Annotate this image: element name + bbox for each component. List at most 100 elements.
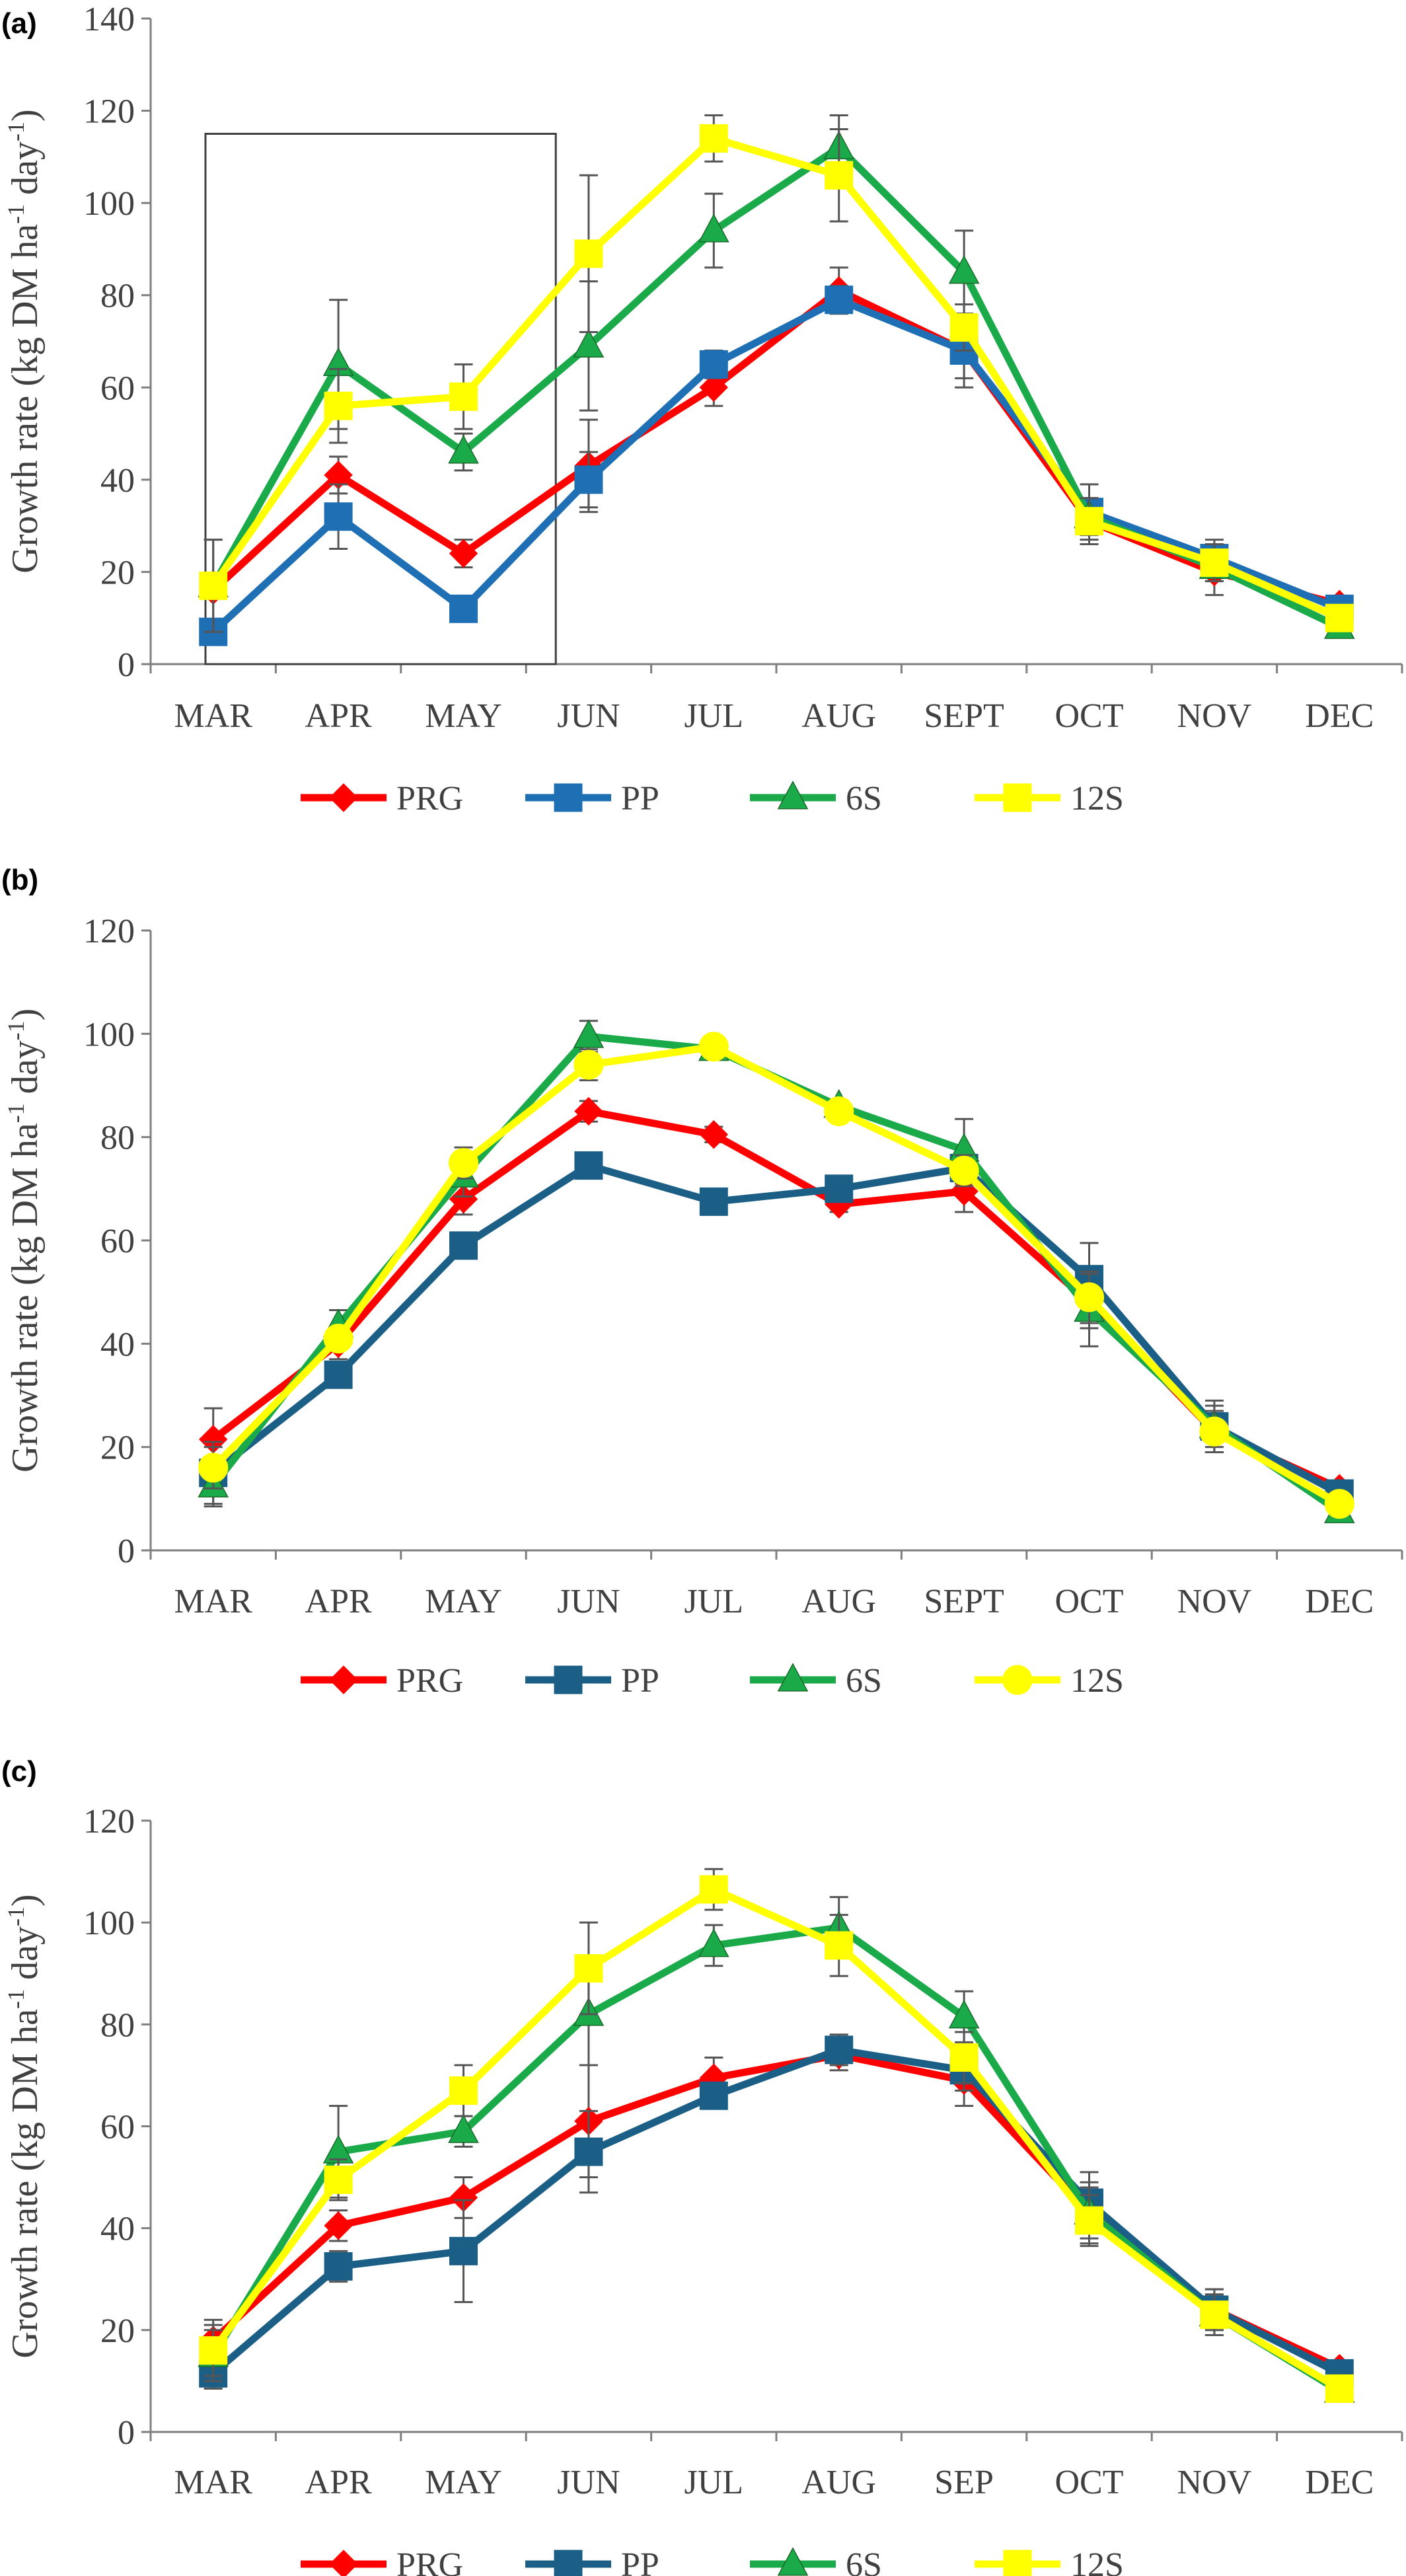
data-point	[449, 2076, 478, 2105]
legend: PRG PP 6S 12S	[301, 780, 1124, 817]
y-axis-label-text: Growth rate (kg DM ha	[5, 224, 46, 574]
data-point	[573, 1019, 605, 1048]
x-tick-label: NOV	[1177, 697, 1252, 735]
data-point	[949, 2043, 979, 2072]
y-axis-label-superscript: -1	[3, 1989, 29, 2009]
data-point	[574, 1049, 604, 1080]
y-axis-label-text: )	[5, 109, 46, 122]
data-point	[949, 1155, 979, 1186]
data-point	[1324, 1489, 1354, 1519]
data-point	[198, 1453, 229, 1483]
x-tick-label: MAY	[425, 697, 502, 735]
chart-panel-b: (b) 0 20 40 60 80 100 120 MAR APR MAY JUN JUL AUG SEPT…	[1, 864, 1403, 1700]
y-axis-label-superscript: -1	[3, 1103, 29, 1123]
data-point	[573, 328, 605, 358]
legend-label: PRG	[396, 2546, 463, 2576]
y-axis-label: Growth rate (kg DM ha-1 day-1)	[3, 1894, 46, 2358]
data-point	[949, 313, 979, 342]
y-tick-label: 0	[118, 2414, 135, 2452]
data-point	[699, 1187, 728, 1216]
y-axis-label-text: Growth rate (kg DM ha	[5, 2009, 46, 2359]
data-point	[948, 255, 980, 284]
y-tick-label: 60	[100, 369, 135, 407]
y-tick-label: 20	[100, 554, 135, 591]
data-point	[1075, 2206, 1103, 2235]
panel-label: (b)	[1, 864, 38, 896]
legend: PRG PP 6S 12S	[301, 2546, 1124, 2576]
series-line	[210, 1885, 1342, 2392]
data-point	[1325, 2374, 1354, 2403]
data-point	[449, 382, 478, 411]
marker-square	[554, 2550, 583, 2576]
series-12s	[198, 1032, 1354, 1519]
data-point	[324, 502, 353, 531]
data-point	[698, 213, 729, 243]
data-point	[324, 391, 353, 420]
series-12s	[199, 114, 1354, 633]
x-tick-label: NOV	[1177, 1583, 1252, 1620]
data-point	[574, 465, 603, 494]
x-tick-label: DEC	[1305, 2464, 1374, 2501]
x-tick-label: OCT	[1055, 1583, 1124, 1620]
x-tick-label: APR	[305, 2464, 372, 2501]
y-tick-label: 120	[83, 913, 135, 950]
series-prg	[198, 1096, 1354, 1503]
series-line	[210, 2051, 1341, 2372]
legend-label: 12S	[1070, 780, 1124, 817]
series-line	[211, 2046, 1341, 2377]
series-line	[211, 1108, 1341, 1492]
x-tick-label: SEPT	[924, 697, 1004, 735]
x-tick-label: DEC	[1305, 1583, 1374, 1620]
y-tick-label: 40	[100, 1326, 135, 1363]
x-tick-label: APR	[305, 1583, 372, 1620]
marker-square	[554, 1665, 583, 1694]
y-axis-label-superscript: -1	[3, 204, 29, 224]
legend-label: 12S	[1070, 2546, 1124, 2576]
legend-label: 6S	[846, 1662, 882, 1700]
data-point	[1075, 507, 1103, 536]
data-point	[324, 2252, 353, 2281]
data-point	[825, 1174, 854, 1203]
data-point	[699, 350, 728, 379]
data-point	[699, 373, 729, 402]
y-axis-label-text: )	[5, 1008, 46, 1021]
y-tick-label: 40	[100, 2211, 135, 2248]
series-6s	[198, 1896, 1355, 2403]
data-point	[825, 1931, 854, 1960]
x-tick-label: OCT	[1055, 2464, 1124, 2501]
series-prg	[198, 2038, 1354, 2383]
data-point	[324, 1360, 353, 1389]
chart-panel-a: (a) 0 20 40 60 80 100 120 140 MAR APR MAY JUN JUL AUG S…	[1, 1, 1403, 817]
series-line	[210, 1924, 1342, 2395]
x-tick-label: JUN	[557, 2464, 620, 2501]
data-point	[199, 571, 228, 600]
y-axis-label-text: Growth rate (kg DM ha	[5, 1123, 46, 1472]
marker-circle	[1002, 1665, 1033, 1695]
marker-triangle	[777, 1663, 809, 1692]
legend-label: 6S	[846, 2546, 882, 2576]
y-tick-label: 60	[100, 2109, 135, 2146]
data-point	[699, 1120, 729, 1149]
y-tick-label: 0	[118, 1533, 135, 1570]
data-point	[448, 1148, 479, 1178]
x-tick-label: NOV	[1177, 2464, 1252, 2501]
marker-square	[554, 783, 583, 812]
legend-label: PP	[621, 2546, 659, 2576]
data-point	[574, 1954, 603, 1983]
y-axis-label-superscript: -1	[3, 122, 29, 141]
data-point	[574, 1151, 603, 1180]
data-point	[825, 2035, 854, 2065]
highlight-box	[204, 132, 557, 665]
data-point	[448, 2114, 479, 2143]
data-point	[574, 1096, 603, 1126]
marker-diamond	[329, 2550, 358, 2576]
x-tick-label: JUL	[684, 697, 744, 735]
data-point	[1200, 548, 1229, 577]
x-tick-label: MAR	[174, 1583, 252, 1620]
series-line	[211, 1162, 1341, 1497]
x-tick-label: JUN	[557, 1583, 620, 1620]
data-point	[449, 2236, 478, 2265]
series-line	[210, 296, 1341, 635]
y-axis-label-superscript: -1	[3, 1907, 29, 1926]
data-point	[948, 2000, 980, 2029]
